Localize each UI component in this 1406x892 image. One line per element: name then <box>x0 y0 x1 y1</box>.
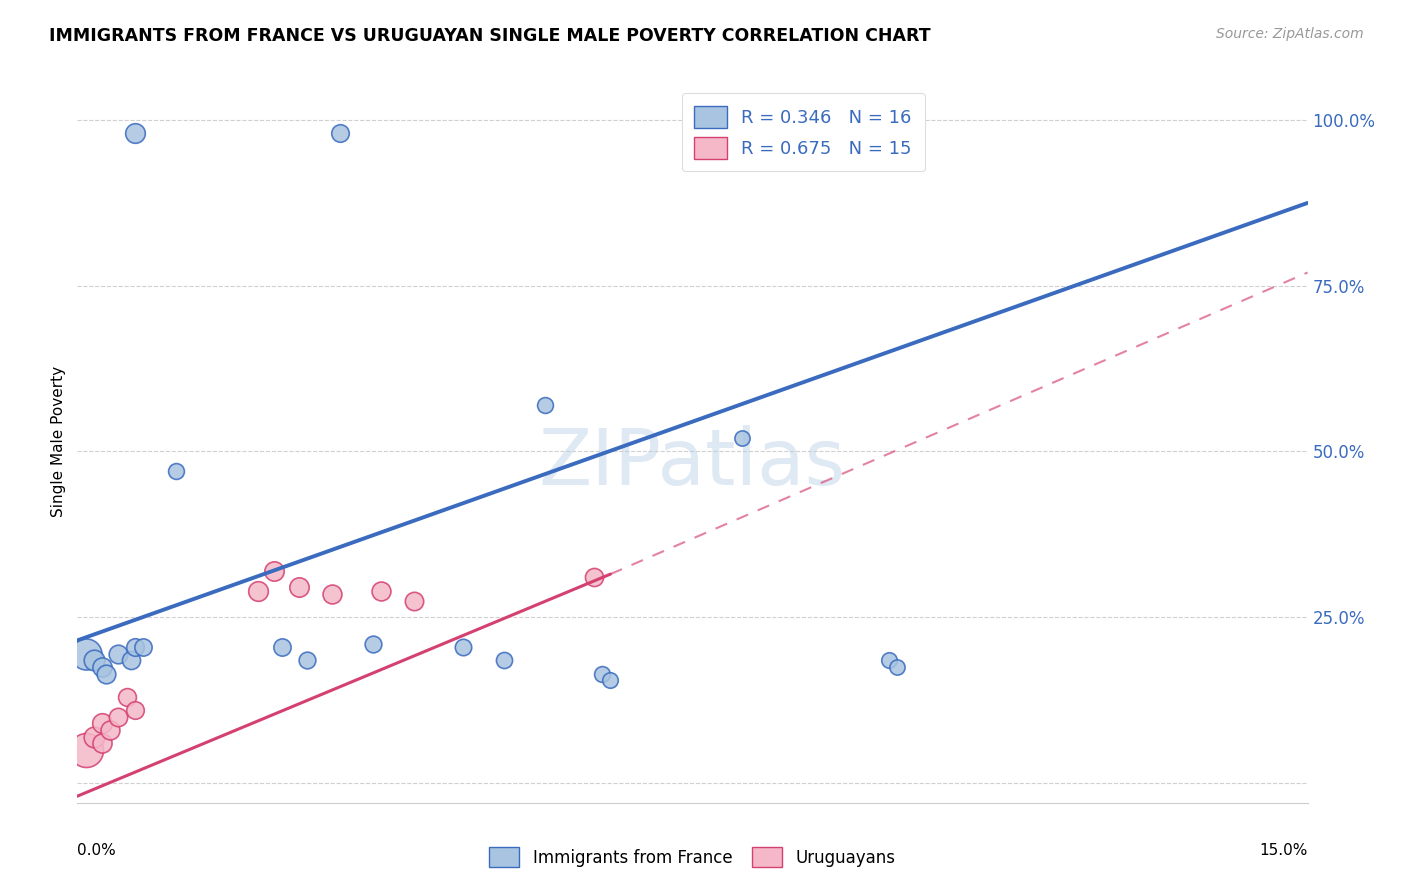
Point <box>83 653 105 667</box>
Point <box>534 398 557 412</box>
Text: ZIPatlas: ZIPatlas <box>538 425 846 501</box>
Point <box>451 640 474 654</box>
Point <box>271 640 294 654</box>
Text: IMMIGRANTS FROM FRANCE VS URUGUAYAN SINGLE MALE POVERTY CORRELATION CHART: IMMIGRANTS FROM FRANCE VS URUGUAYAN SING… <box>49 27 931 45</box>
Text: 15.0%: 15.0% <box>1260 843 1308 857</box>
Point <box>599 673 621 688</box>
Point <box>402 593 425 607</box>
Point <box>263 564 285 578</box>
Point <box>98 723 121 737</box>
Point <box>879 653 901 667</box>
Point <box>731 431 754 445</box>
Point <box>288 580 311 594</box>
Point <box>75 647 97 661</box>
Point <box>329 126 352 140</box>
Point <box>90 660 114 674</box>
Point <box>295 653 318 667</box>
Point <box>370 583 392 598</box>
Y-axis label: Single Male Poverty: Single Male Poverty <box>51 366 66 517</box>
Point <box>165 464 187 478</box>
Point <box>120 653 142 667</box>
Point <box>132 640 155 654</box>
Point <box>583 570 606 584</box>
Point <box>321 587 343 601</box>
Point <box>886 660 908 674</box>
Point <box>246 583 269 598</box>
Point <box>591 666 613 681</box>
Text: Source: ZipAtlas.com: Source: ZipAtlas.com <box>1216 27 1364 41</box>
Text: 0.0%: 0.0% <box>77 843 117 857</box>
Point <box>361 637 384 651</box>
Point <box>115 690 138 704</box>
Point <box>124 640 146 654</box>
Point <box>107 647 129 661</box>
Legend: Immigrants from France, Uruguayans: Immigrants from France, Uruguayans <box>482 840 903 874</box>
Point <box>124 703 146 717</box>
Point <box>90 716 114 731</box>
Point <box>107 709 129 723</box>
Point <box>90 736 114 750</box>
Point <box>75 743 97 757</box>
Point <box>492 653 515 667</box>
Point <box>83 730 105 744</box>
Point <box>94 666 117 681</box>
Point <box>124 126 146 140</box>
